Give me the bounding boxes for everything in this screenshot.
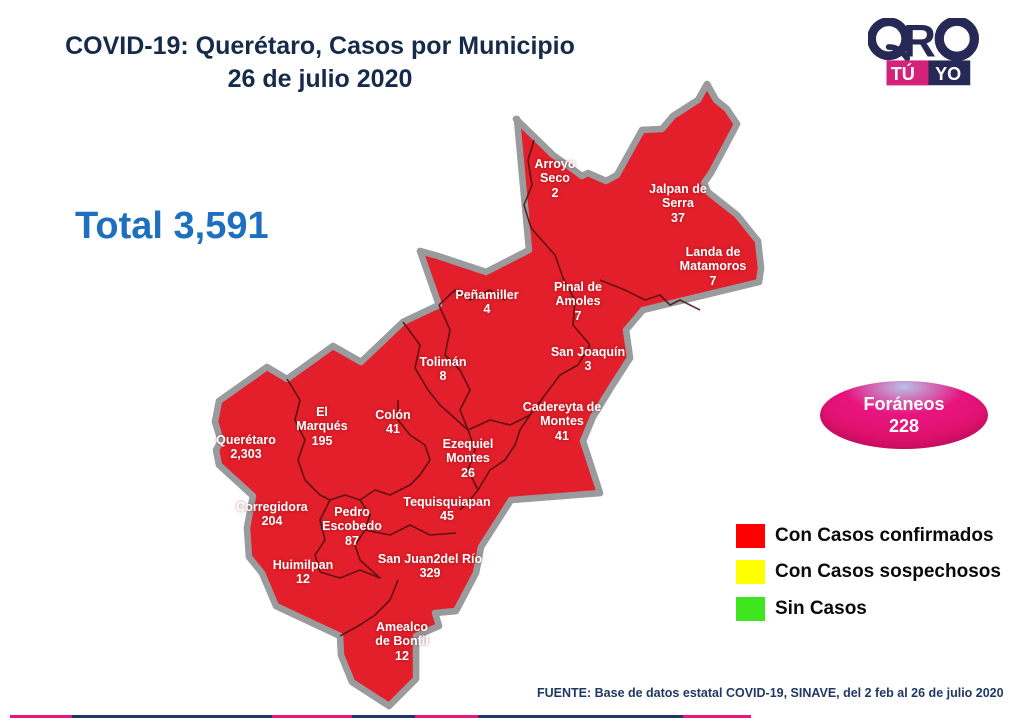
- svg-text:R: R: [903, 18, 936, 66]
- svg-text:YO: YO: [935, 64, 961, 84]
- svg-text:TÚ: TÚ: [891, 63, 915, 84]
